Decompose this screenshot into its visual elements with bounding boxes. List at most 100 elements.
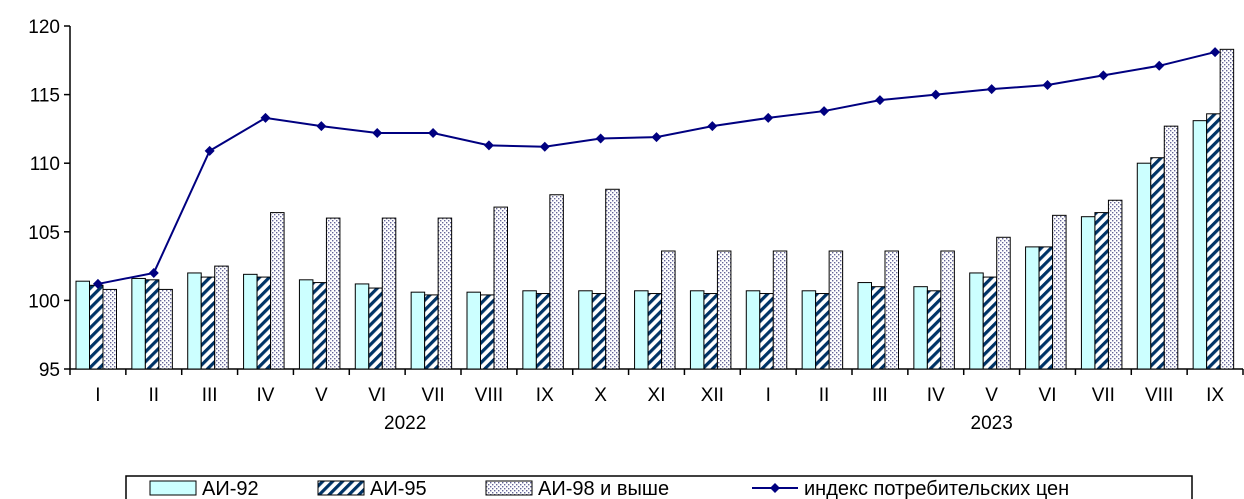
bar xyxy=(884,250,899,370)
line-marker xyxy=(819,106,830,117)
y-tick-label: 120 xyxy=(28,17,60,38)
line-marker xyxy=(986,84,997,95)
x-tick-label: XII xyxy=(701,385,724,406)
bar xyxy=(996,236,1011,370)
bar xyxy=(703,293,718,370)
bar xyxy=(200,276,216,370)
x-tick-label: VI xyxy=(368,385,386,406)
legend-label: АИ-92 xyxy=(202,478,259,499)
line-marker xyxy=(204,145,215,156)
line-marker xyxy=(1098,70,1109,81)
bar xyxy=(1136,162,1152,370)
bar xyxy=(131,277,146,370)
y-tick-label: 100 xyxy=(28,291,60,312)
legend-label: индекс потребительских цен xyxy=(804,478,1069,499)
bar xyxy=(410,291,426,370)
bar xyxy=(634,290,649,370)
x-tick-label: XI xyxy=(648,385,666,406)
legend-label: АИ-98 и выше xyxy=(538,478,669,499)
bar xyxy=(437,217,453,370)
year-label: 2022 xyxy=(384,413,426,434)
line-marker xyxy=(1210,47,1221,58)
bar xyxy=(243,273,258,370)
bar xyxy=(745,290,761,370)
bar xyxy=(871,286,886,370)
line-marker xyxy=(428,128,439,139)
bar xyxy=(102,288,117,370)
x-tick-label: X xyxy=(594,385,607,406)
bar xyxy=(926,290,942,370)
x-tick-label: IX xyxy=(1206,385,1224,406)
bar xyxy=(1150,157,1165,370)
line-marker xyxy=(148,267,159,278)
x-tick-label: V xyxy=(315,385,328,406)
legend-swatch xyxy=(149,480,197,496)
bar xyxy=(381,217,397,370)
line-marker xyxy=(1154,60,1165,71)
bar xyxy=(1107,199,1123,370)
line-marker xyxy=(707,121,718,132)
line-marker xyxy=(316,121,327,132)
bar xyxy=(549,194,564,370)
bar xyxy=(815,293,830,370)
y-tick-label: 110 xyxy=(30,154,60,175)
x-tick-label: V xyxy=(985,385,998,406)
line-marker xyxy=(483,140,494,151)
bar xyxy=(857,282,872,370)
legend: АИ-92 АИ-95 АИ-98 и выше индекс потребитель… xyxy=(125,475,1193,499)
bar xyxy=(913,286,928,370)
x-axis: I II III IV V VI VII VIII IX X XI XII I II III IV V VI VII… xyxy=(69,368,1244,434)
legend-box xyxy=(125,475,1193,499)
bar xyxy=(982,276,998,370)
bar xyxy=(801,290,817,370)
bars xyxy=(75,48,1235,370)
line-marker xyxy=(874,95,885,106)
bar xyxy=(940,250,955,370)
line-marker xyxy=(372,128,383,139)
legend-swatch xyxy=(485,480,533,496)
bar xyxy=(1192,120,1208,370)
bar xyxy=(144,279,160,370)
bar xyxy=(298,279,314,370)
bar xyxy=(75,280,90,370)
bar xyxy=(1052,214,1067,370)
line-marker xyxy=(763,112,774,123)
bar xyxy=(325,217,341,370)
y-tick-label: 105 xyxy=(28,223,60,244)
x-tick-label: VII xyxy=(1092,385,1115,406)
x-tick-label: I xyxy=(766,385,771,406)
x-tick-label: VIII xyxy=(1145,385,1174,406)
year-label: 2023 xyxy=(971,413,1013,434)
x-tick-label: II xyxy=(149,385,160,406)
bar xyxy=(772,250,788,370)
x-tick-label: III xyxy=(202,385,218,406)
bar xyxy=(522,290,537,370)
x-tick-label: VII xyxy=(421,385,444,406)
line-marker xyxy=(260,112,271,123)
bar xyxy=(214,265,229,370)
bar xyxy=(493,206,508,370)
legend-swatch xyxy=(317,480,365,496)
bar xyxy=(1206,113,1221,370)
x-tick-label: I xyxy=(95,385,100,406)
y-tick-label: 95 xyxy=(39,360,60,381)
y-tick-label: 115 xyxy=(30,86,60,107)
bar xyxy=(89,284,104,370)
x-tick-label: IX xyxy=(536,385,554,406)
bar xyxy=(466,291,481,370)
bar xyxy=(187,272,202,370)
x-tick-label: II xyxy=(819,385,830,406)
bar xyxy=(759,293,774,370)
bar xyxy=(1219,48,1235,370)
bar xyxy=(1163,125,1179,370)
bar xyxy=(1038,246,1054,370)
bar xyxy=(689,290,705,370)
legend-label: АИ-95 xyxy=(370,478,427,499)
bar xyxy=(368,287,383,370)
bar xyxy=(480,294,495,370)
line-marker xyxy=(930,89,941,100)
bar xyxy=(1025,246,1040,370)
bar xyxy=(312,282,327,370)
bar xyxy=(270,212,285,370)
